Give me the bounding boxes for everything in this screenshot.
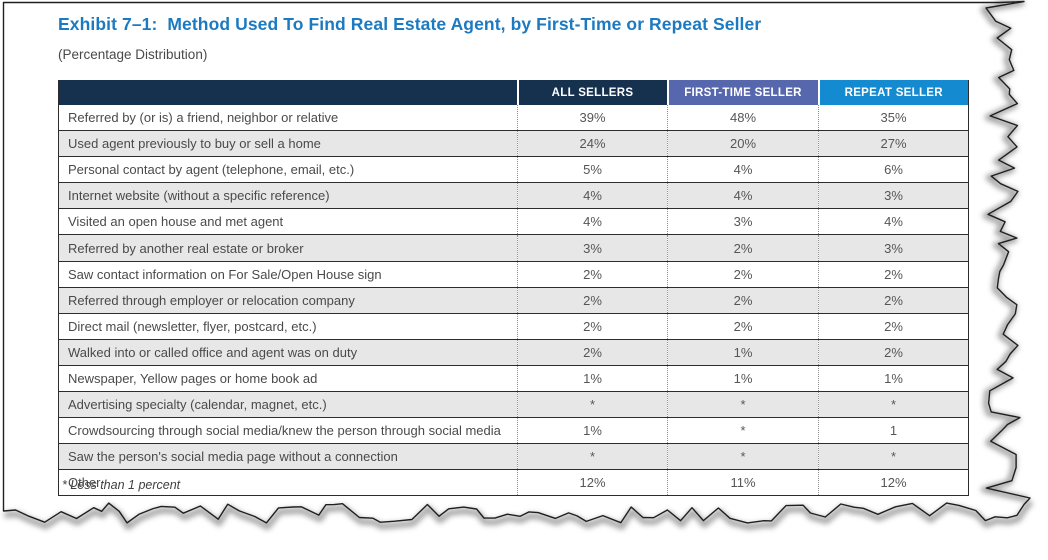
method-cell: Advertising specialty (calendar, magnet,… — [58, 391, 518, 419]
method-cell: Referred by (or is) a friend, neighbor o… — [58, 105, 518, 132]
table-row: Walked into or called office and agent w… — [58, 339, 969, 366]
table-row: Referred by (or is) a friend, neighbor o… — [58, 105, 969, 132]
all-sellers-cell: 1% — [517, 365, 668, 393]
repeat-seller-cell: 2% — [818, 287, 969, 314]
tear-shadow-right — [980, 0, 1029, 503]
first-time-seller-cell: * — [667, 443, 819, 471]
method-cell: Internet website (without a specific ref… — [58, 182, 518, 210]
table-row: Used agent previously to buy or sell a h… — [58, 130, 969, 158]
first-time-seller-cell: * — [667, 391, 819, 419]
all-sellers-cell: * — [517, 443, 668, 471]
all-sellers-cell: 12% — [517, 469, 668, 497]
method-cell: Saw contact information on For Sale/Open… — [58, 261, 518, 288]
method-cell: Other — [58, 469, 518, 497]
first-time-seller-cell: 2% — [667, 313, 819, 340]
repeat-seller-cell: 3% — [818, 234, 969, 262]
all-sellers-cell: 5% — [517, 156, 668, 184]
header-repeat-seller: REPEAT SELLER — [817, 80, 969, 105]
first-time-seller-cell: 48% — [667, 105, 819, 132]
all-sellers-cell: 2% — [517, 261, 668, 288]
exhibit-table: ALL SELLERS FIRST-TIME SELLER REPEAT SEL… — [58, 80, 969, 497]
all-sellers-cell: 2% — [517, 313, 668, 340]
table-row: Newspaper, Yellow pages or home book ad 1… — [58, 365, 969, 393]
repeat-seller-cell: 35% — [818, 105, 969, 132]
method-cell: Direct mail (newsletter, flyer, postcard… — [58, 313, 518, 340]
all-sellers-cell: 2% — [517, 339, 668, 366]
method-cell: Newspaper, Yellow pages or home book ad — [58, 365, 518, 393]
header-method — [58, 80, 518, 105]
repeat-seller-cell: 2% — [818, 313, 969, 340]
repeat-seller-cell: 12% — [818, 469, 969, 497]
repeat-seller-cell: 4% — [818, 208, 969, 236]
first-time-seller-cell: 4% — [667, 182, 819, 210]
table-row: Advertising specialty (calendar, magnet,… — [58, 391, 969, 419]
header-first-time-seller: FIRST-TIME SELLER — [666, 80, 819, 105]
first-time-seller-cell: 1% — [667, 339, 819, 366]
repeat-seller-cell: 3% — [818, 182, 969, 210]
first-time-seller-cell: 3% — [667, 208, 819, 236]
all-sellers-cell: 2% — [517, 287, 668, 314]
header-all-sellers: ALL SELLERS — [516, 80, 668, 105]
table-row: Crowdsourcing through social media/knew … — [58, 417, 969, 445]
method-cell: Crowdsourcing through social media/knew … — [58, 417, 518, 445]
table-row: Internet website (without a specific ref… — [58, 182, 969, 210]
repeat-seller-cell: * — [818, 391, 969, 419]
first-time-seller-cell: 2% — [667, 234, 819, 262]
first-time-seller-cell: 2% — [667, 287, 819, 314]
first-time-seller-cell: * — [667, 417, 819, 445]
table-row: Referred by another real estate or broke… — [58, 234, 969, 262]
table-row: Personal contact by agent (telephone, em… — [58, 156, 969, 184]
method-cell: Saw the person's social media page witho… — [58, 443, 518, 471]
table-row: Saw the person's social media page witho… — [58, 443, 969, 471]
first-time-seller-cell: 20% — [667, 130, 819, 158]
all-sellers-cell: 4% — [517, 208, 668, 236]
table-row: Saw contact information on For Sale/Open… — [58, 261, 969, 288]
all-sellers-cell: 4% — [517, 182, 668, 210]
method-cell: Visited an open house and met agent — [58, 208, 518, 236]
all-sellers-cell: 1% — [517, 417, 668, 445]
first-time-seller-cell: 1% — [667, 365, 819, 393]
repeat-seller-cell: 6% — [818, 156, 969, 184]
table-row: Visited an open house and met agent 4% 3% 4… — [58, 208, 969, 236]
exhibit-title: Exhibit 7–1: Method Used To Find Real Es… — [58, 14, 762, 34]
all-sellers-cell: 24% — [517, 130, 668, 158]
tear-shadow-bottom — [4, 499, 1034, 530]
footnote: * Less than 1 percent — [62, 478, 181, 492]
method-cell: Used agent previously to buy or sell a h… — [58, 130, 518, 158]
table-row: Other 12% 11% 12% — [58, 469, 969, 497]
paper-outline — [2, 0, 1031, 524]
first-time-seller-cell: 4% — [667, 156, 819, 184]
repeat-seller-cell: 2% — [818, 261, 969, 288]
first-time-seller-cell: 11% — [667, 469, 819, 497]
method-cell: Referred by another real estate or broke… — [58, 234, 518, 262]
table-row: Direct mail (newsletter, flyer, postcard… — [58, 313, 969, 340]
repeat-seller-cell: * — [818, 443, 969, 471]
exhibit-subtitle: (Percentage Distribution) — [58, 47, 208, 62]
first-time-seller-cell: 2% — [667, 261, 819, 288]
repeat-seller-cell: 27% — [818, 130, 969, 158]
all-sellers-cell: 39% — [517, 105, 668, 132]
table-header-row: ALL SELLERS FIRST-TIME SELLER REPEAT SEL… — [58, 80, 969, 105]
all-sellers-cell: * — [517, 391, 668, 419]
method-cell: Referred through employer or relocation … — [58, 287, 518, 314]
repeat-seller-cell: 1% — [818, 365, 969, 393]
table-row: Referred through employer or relocation … — [58, 287, 969, 314]
repeat-seller-cell: 1 — [818, 417, 969, 445]
repeat-seller-cell: 2% — [818, 339, 969, 366]
method-cell: Walked into or called office and agent w… — [58, 339, 518, 366]
all-sellers-cell: 3% — [517, 234, 668, 262]
method-cell: Personal contact by agent (telephone, em… — [58, 156, 518, 184]
table-body: Referred by (or is) a friend, neighbor o… — [58, 105, 969, 497]
